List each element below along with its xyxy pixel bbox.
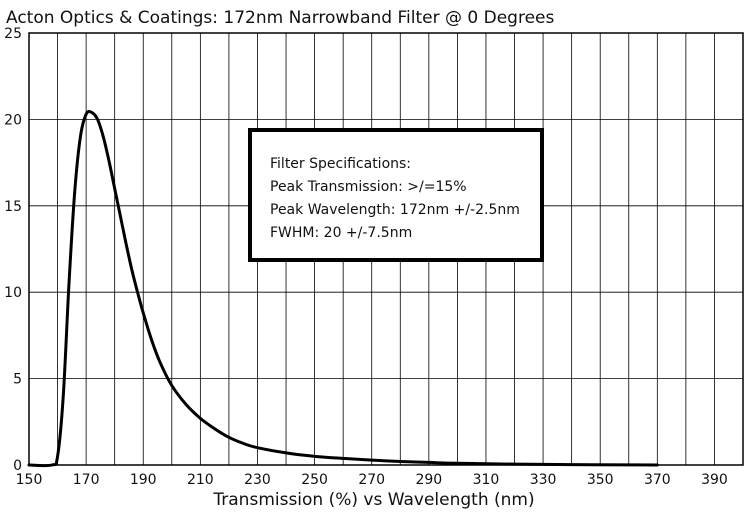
x-tick-label: 330 [530, 472, 557, 488]
y-tick-label: 20 [4, 112, 22, 128]
spec-box-border [248, 128, 544, 262]
x-tick-label: 250 [301, 472, 328, 488]
x-tick-label: 150 [16, 472, 43, 488]
spec-heading: Filter Specifications: [270, 156, 411, 172]
chart-title: Acton Optics & Coatings: 172nm Narrowban… [6, 8, 554, 28]
x-tick-label: 370 [644, 472, 671, 488]
transmission-curve [27, 110, 659, 468]
x-tick-label: 270 [358, 472, 385, 488]
y-tick-label: 0 [13, 458, 22, 474]
x-axis-label: Transmission (%) vs Wavelength (nm) [212, 490, 534, 510]
y-tick-label: 10 [4, 285, 22, 301]
y-tick-labels: 0 5 10 15 20 25 [4, 26, 22, 474]
x-tick-labels: 150 170 190 210 230 250 270 290 310 330 350 370 390 [16, 472, 728, 488]
x-tick-label: 310 [473, 472, 500, 488]
y-tick-label: 5 [13, 372, 22, 388]
y-tick-label: 25 [4, 26, 22, 42]
x-tick-label: 390 [701, 472, 728, 488]
x-tick-label: 210 [187, 472, 214, 488]
plot-frame [28, 32, 744, 466]
x-tick-label: 170 [73, 472, 100, 488]
spec-peak-transmission: Peak Transmission: >/=15% [270, 179, 467, 195]
filter-specifications-box: Filter Specifications: Peak Transmission… [248, 128, 544, 262]
y-tick-label: 15 [4, 199, 22, 215]
spec-fwhm: FWHM: 20 +/-7.5nm [270, 225, 412, 241]
x-tick-label: 350 [587, 472, 614, 488]
spec-peak-wavelength: Peak Wavelength: 172nm +/-2.5nm [270, 202, 520, 218]
x-tick-label: 230 [244, 472, 271, 488]
x-tick-label: 190 [130, 472, 157, 488]
x-tick-label: 290 [415, 472, 442, 488]
